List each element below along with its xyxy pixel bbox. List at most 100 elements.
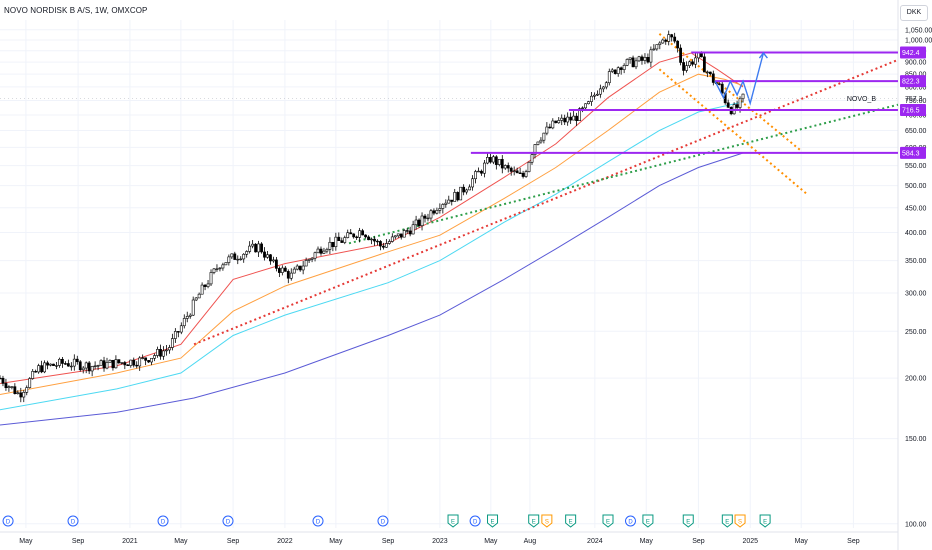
trendline (658, 68, 808, 195)
projection-arrowhead (758, 51, 768, 59)
candle-body (153, 355, 156, 359)
candle-body (593, 94, 596, 97)
dividend-event-icon (157, 515, 169, 527)
candle-body (316, 248, 320, 254)
trendline (193, 58, 899, 346)
candle-body (569, 116, 573, 121)
candle-body (334, 236, 338, 248)
candle-body (245, 251, 249, 255)
y-tick-label: 200.00 (905, 376, 927, 383)
candle-body (349, 232, 353, 235)
candle-body (616, 67, 620, 74)
x-tick-label: May (795, 538, 809, 545)
dividend-event-icon (377, 515, 389, 527)
y-tick-label: 450.00 (905, 205, 927, 212)
candle-body (260, 243, 263, 253)
event-letter: D (381, 519, 386, 525)
candle-body (218, 267, 222, 270)
candle-body (533, 144, 537, 156)
candle-body (301, 265, 305, 271)
earnings-event-icon (759, 514, 771, 528)
candle-body (444, 202, 448, 205)
event-letter: D (161, 519, 166, 525)
candle-body (206, 283, 210, 287)
candle-body (191, 299, 195, 316)
candle-body (572, 115, 576, 121)
x-tick-label: 2021 (122, 538, 138, 545)
dividend-event-icon (222, 515, 234, 527)
candle-body (78, 361, 82, 371)
x-tick-label: May (174, 538, 188, 545)
earnings-event-icon (528, 514, 540, 528)
candle-body (726, 102, 730, 108)
candle-body (286, 271, 290, 279)
candle-body (370, 238, 373, 241)
candle-body (441, 204, 445, 209)
candle-body (664, 39, 668, 42)
candle-body (613, 69, 617, 74)
candle-body (705, 71, 709, 74)
candle-body (352, 233, 356, 238)
candle-body (150, 357, 153, 363)
candle-body (66, 363, 70, 367)
candle-body (670, 34, 674, 38)
candle-body (396, 233, 400, 237)
y-tick-label: 1,050.00 (905, 27, 932, 34)
event-letter: E (606, 519, 610, 525)
event-letter: E (491, 519, 495, 525)
x-tick-label: 2025 (742, 538, 758, 545)
candle-body (58, 358, 61, 366)
y-tick-label: 750.00 (905, 98, 927, 105)
candle-body (399, 233, 403, 238)
symbol-label: NOVO_B (847, 96, 877, 103)
candle-body (376, 240, 379, 243)
candle-body (340, 240, 344, 243)
candle-body (691, 61, 694, 65)
candle-body (165, 349, 168, 352)
candle-body (4, 383, 8, 389)
candle-body (429, 210, 433, 219)
currency-selector[interactable]: DKK (900, 5, 928, 21)
candle-body (471, 178, 474, 188)
candle-body (185, 316, 189, 319)
candle-body (655, 44, 659, 50)
candle-body (456, 192, 460, 201)
earnings-event-icon (642, 514, 654, 528)
level-price-label: 584.3 (902, 150, 920, 157)
candle-body (390, 236, 394, 242)
event-letter: D (226, 519, 231, 525)
candle-body (408, 230, 412, 235)
event-letter: E (451, 519, 455, 525)
candle-body (55, 365, 58, 367)
candle-body (176, 331, 180, 333)
candle-body (147, 360, 151, 363)
candle-body (292, 268, 296, 274)
candle-body (49, 363, 52, 366)
candle-body (331, 241, 335, 248)
candle-body (310, 257, 314, 260)
candle-body (319, 248, 323, 254)
candle-body (652, 48, 656, 51)
candle-body (117, 359, 121, 364)
candle-body (269, 254, 272, 262)
candle-body (263, 251, 266, 258)
event-letter: D (628, 519, 633, 525)
candle-body (554, 120, 558, 124)
candle-body (105, 362, 109, 369)
y-tick-label: 400.00 (905, 230, 927, 237)
candle-body (685, 65, 688, 71)
dividend-event-icon (312, 515, 324, 527)
candle-body (289, 272, 293, 279)
candle-body (108, 359, 112, 363)
candle-body (468, 186, 471, 191)
candle-body (43, 362, 46, 373)
candle-body (46, 362, 49, 366)
x-tick-label: Aug (524, 538, 537, 545)
candle-body (173, 331, 177, 339)
candle-body (735, 104, 739, 108)
level-price-tag (900, 104, 926, 117)
candle-body (720, 83, 724, 94)
candle-body (10, 386, 14, 388)
candle-body (640, 56, 644, 61)
